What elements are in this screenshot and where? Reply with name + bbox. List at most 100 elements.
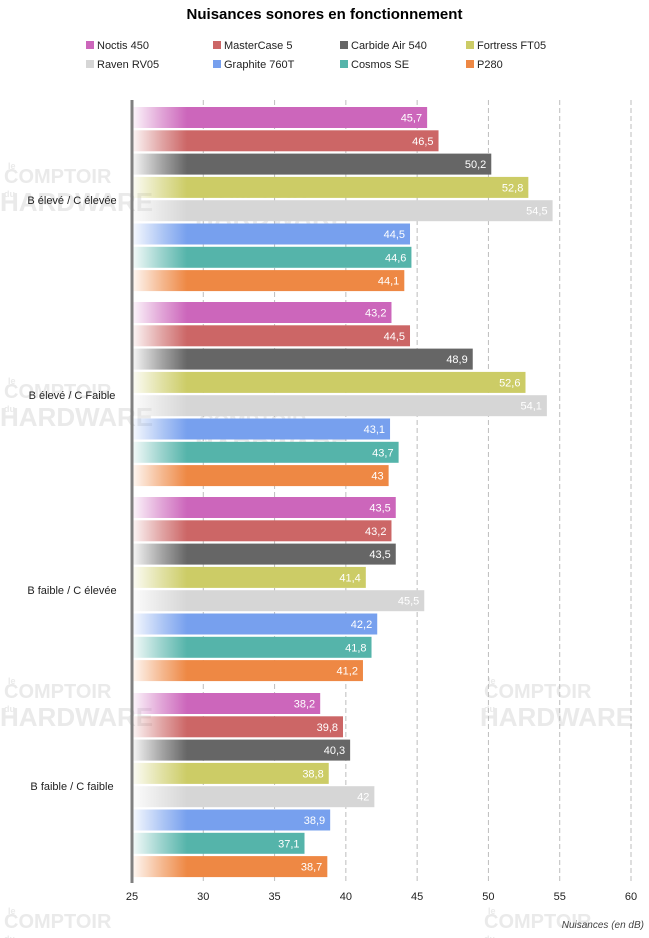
data-label: 41,8 [345,642,366,654]
data-label: 50,2 [465,159,486,171]
x-tick-label: 45 [411,891,423,903]
watermark-line1: COMPTOIR [484,681,592,703]
watermark-du: du [484,934,495,938]
x-tick-label: 55 [554,891,566,903]
x-tick-label: 25 [126,891,138,903]
watermark-le: le [8,161,16,171]
watermark-le: le [488,906,496,916]
x-tick-label: 35 [268,891,280,903]
x-axis-label: Nuisances (en dB) [562,920,644,931]
legend-swatch [213,41,221,49]
bar [132,270,405,292]
watermark-line2: HARDWARE [0,702,153,732]
category-label: B élevé / C Faible [29,390,116,402]
data-label: 43,7 [372,447,393,459]
watermark-du: du [4,704,15,714]
legend-swatch [466,41,474,49]
data-label: 43,2 [365,526,386,538]
bar [132,636,372,658]
bar [132,200,553,222]
data-label: 52,8 [502,182,523,194]
legend-swatch [86,41,94,49]
bar [132,613,378,635]
bar [132,465,389,487]
legend-swatch [213,60,221,68]
x-tick-label: 50 [482,891,494,903]
legend-label: Carbide Air 540 [351,40,427,52]
bar [132,832,305,854]
data-label: 38,8 [302,768,323,780]
watermark-line1: COMPTOIR [4,681,112,703]
legend-label: Graphite 760T [224,59,295,71]
data-label: 38,9 [304,815,325,827]
watermark-line2: HARDWARE [0,932,153,938]
data-label: 38,7 [301,862,322,874]
x-tick-label: 60 [625,891,637,903]
x-tick-label: 40 [340,891,352,903]
bar [132,441,399,463]
data-label: 44,6 [385,252,406,264]
watermark-line1: COMPTOIR [484,911,592,933]
watermark-line2: HARDWARE [480,932,633,938]
category-label: B élevé / C élevée [27,195,116,207]
data-label: 44,1 [378,276,399,288]
watermark-du: du [4,189,15,199]
data-label: 45,7 [401,113,422,125]
bar [132,325,411,347]
data-label: 48,9 [446,354,467,366]
legend-label: Cosmos SE [351,59,409,71]
bar [132,660,363,682]
data-label: 54,1 [520,401,541,413]
watermark-le: le [8,906,16,916]
data-label: 54,5 [526,206,547,218]
bar [132,520,392,542]
data-label: 43 [371,471,383,483]
watermark-le: le [488,676,496,686]
data-label: 39,8 [317,722,338,734]
bar [132,590,425,612]
watermark-line1: COMPTOIR [4,166,112,188]
bar [132,153,492,175]
data-label: 38,2 [294,699,315,711]
data-label: 40,3 [324,745,345,757]
data-label: 37,1 [278,838,299,850]
data-label: 43,5 [369,503,390,515]
data-label: 43,5 [369,549,390,561]
bar [132,809,331,831]
bar [132,395,547,417]
bar [132,107,428,128]
legend-label: MasterCase 5 [224,40,292,52]
bar [132,693,321,714]
watermark-line1: COMPTOIR [4,381,112,403]
data-label: 44,5 [384,331,405,343]
bar [132,786,375,808]
data-label: 45,5 [398,596,419,608]
legend-label: Raven RV05 [97,59,159,71]
watermark-line1: COMPTOIR [4,911,112,933]
watermark-le: le [8,376,16,386]
bar [132,716,344,738]
legend-label: P280 [477,59,503,71]
bar [132,246,412,268]
chart-title: Nuisances sonores en fonctionnement [186,6,463,23]
data-label: 41,2 [337,666,358,678]
watermark-du: du [4,934,15,938]
data-label: 44,5 [384,229,405,241]
x-tick-label: 30 [197,891,209,903]
bar [132,762,329,784]
watermark-le: le [8,676,16,686]
data-label: 46,5 [412,136,433,148]
watermark-line2: HARDWARE [480,702,633,732]
legend-swatch [466,60,474,68]
category-label: B faible / C élevée [27,585,116,597]
category-label: B faible / C faible [30,781,113,793]
bar [132,176,529,198]
legend-label: Noctis 450 [97,40,149,52]
bar [132,856,328,878]
bar [132,302,392,323]
